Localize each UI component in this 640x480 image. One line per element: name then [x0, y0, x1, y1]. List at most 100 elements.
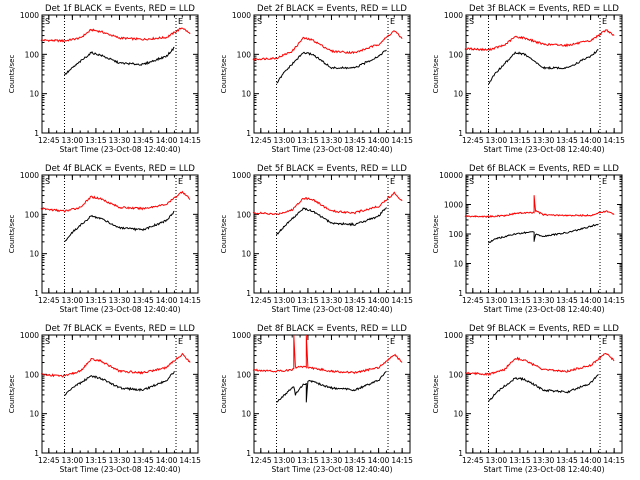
series-lld-line	[40, 352, 191, 378]
y-tick-label: 10	[241, 90, 251, 99]
series-events-line	[276, 49, 387, 84]
marker-letter: E	[178, 17, 183, 26]
x-tick-label: 12:45	[250, 136, 272, 145]
y-tick-label: 10000	[439, 171, 463, 180]
plot-frame	[41, 174, 199, 294]
marker-letter: S	[45, 177, 50, 186]
x-tick-label: 14:00	[368, 136, 390, 145]
x-tick-label: 13:45	[556, 296, 578, 305]
series-lld-line	[40, 27, 191, 43]
y-tick-label: 100	[237, 210, 252, 219]
x-tick-label: 14:15	[391, 456, 413, 465]
x-tick-label: 13:30	[321, 136, 343, 145]
y-tick-label: 10	[453, 90, 463, 99]
plot-frame	[465, 14, 623, 134]
y-axis-label: Counts/sec	[8, 215, 16, 254]
x-tick-label: 13:45	[344, 296, 366, 305]
x-tick-label: 12:45	[38, 136, 60, 145]
marker-letter: S	[469, 337, 474, 346]
panel-det-8: Det 8f BLACK = Events, RED = LLD 1 10 100 10…	[220, 324, 413, 474]
y-tick-label: 10	[29, 410, 39, 419]
series-events-line	[64, 210, 175, 243]
x-tick-label: 13:15	[297, 296, 319, 305]
y-axis-label: Counts/sec	[8, 55, 16, 94]
plot-title: Det 3f BLACK = Events, RED = LLD	[469, 4, 619, 14]
x-tick-label: 13:00	[274, 456, 296, 465]
y-tick-label: 10	[29, 250, 39, 259]
x-tick-label: 13:45	[132, 136, 154, 145]
plot-title: Det 7f BLACK = Events, RED = LLD	[45, 324, 195, 334]
x-tick-label: 13:00	[274, 296, 296, 305]
x-tick-label: 14:15	[603, 136, 625, 145]
y-tick-label: 1	[34, 449, 39, 458]
x-tick-label: 14:00	[156, 456, 178, 465]
plot-frame	[465, 174, 623, 294]
x-tick-label: 13:45	[344, 136, 366, 145]
panel-det-2: Det 2f BLACK = Events, RED = LLD 1 10 100 10…	[220, 4, 413, 154]
series-events-line	[488, 223, 599, 244]
x-tick-label: 14:15	[179, 456, 201, 465]
x-tick-label: 14:00	[368, 296, 390, 305]
panel-det-5: Det 5f BLACK = Events, RED = LLD 1 10 100 10…	[220, 164, 413, 314]
y-tick-label: 1000	[20, 171, 39, 180]
series-events-line	[64, 371, 175, 396]
x-tick-label: 14:15	[179, 136, 201, 145]
x-tick-label: 12:45	[38, 296, 60, 305]
x-axis-label: Start Time (23-Oct-08 12:40:40)	[483, 145, 604, 154]
x-tick-label: 13:45	[132, 296, 154, 305]
plot-title: Det 2f BLACK = Events, RED = LLD	[257, 4, 407, 14]
marker-letter: S	[257, 177, 262, 186]
x-tick-label: 13:30	[109, 296, 131, 305]
x-tick-label: 14:00	[156, 136, 178, 145]
x-tick-label: 12:45	[38, 456, 60, 465]
series-lld-line	[252, 334, 403, 375]
x-tick-label: 13:00	[486, 136, 508, 145]
y-axis-label: Counts/sec	[432, 375, 440, 414]
y-tick-label: 100	[25, 210, 40, 219]
x-tick-label: 14:00	[580, 296, 602, 305]
x-tick-label: 14:00	[580, 136, 602, 145]
x-tick-label: 13:15	[85, 136, 107, 145]
x-tick-label: 13:45	[556, 136, 578, 145]
marker-letter: S	[469, 17, 474, 26]
x-axis-label: Start Time (23-Oct-08 12:40:40)	[271, 305, 392, 314]
y-tick-label: 100	[449, 370, 464, 379]
y-tick-label: 1	[246, 129, 251, 138]
x-tick-label: 13:15	[509, 456, 531, 465]
y-axis-label: Counts/sec	[432, 55, 440, 94]
x-tick-label: 13:15	[85, 456, 107, 465]
marker-letter: S	[45, 337, 50, 346]
x-tick-label: 13:30	[321, 296, 343, 305]
x-tick-label: 13:15	[297, 136, 319, 145]
series-events-line	[276, 207, 387, 236]
x-tick-label: 13:45	[344, 456, 366, 465]
y-tick-label: 1000	[232, 11, 251, 20]
x-tick-label: 13:30	[533, 456, 555, 465]
marker-letter: E	[390, 337, 395, 346]
x-tick-label: 12:45	[250, 456, 272, 465]
y-tick-label: 1000	[444, 331, 463, 340]
series-lld-line	[464, 195, 615, 219]
y-tick-label: 100	[449, 230, 464, 239]
series-lld-line	[40, 190, 191, 213]
y-axis-label: Counts/sec	[220, 215, 228, 254]
x-tick-label: 13:30	[109, 456, 131, 465]
x-tick-label: 12:45	[250, 296, 272, 305]
x-axis-label: Start Time (23-Oct-08 12:40:40)	[59, 305, 180, 314]
x-tick-label: 14:15	[391, 296, 413, 305]
x-tick-label: 13:00	[274, 136, 296, 145]
x-tick-label: 13:15	[509, 296, 531, 305]
x-tick-label: 13:30	[321, 456, 343, 465]
x-tick-label: 13:30	[533, 136, 555, 145]
x-tick-label: 13:00	[62, 136, 84, 145]
plot-frame	[41, 14, 199, 134]
x-tick-label: 13:30	[109, 136, 131, 145]
plot-title: Det 8f BLACK = Events, RED = LLD	[257, 324, 407, 334]
y-tick-label: 100	[449, 50, 464, 59]
y-tick-label: 1	[246, 289, 251, 298]
marker-letter: E	[390, 17, 395, 26]
x-tick-label: 13:15	[85, 296, 107, 305]
y-tick-label: 10	[241, 250, 251, 259]
y-tick-label: 10	[241, 410, 251, 419]
y-tick-label: 100	[25, 50, 40, 59]
